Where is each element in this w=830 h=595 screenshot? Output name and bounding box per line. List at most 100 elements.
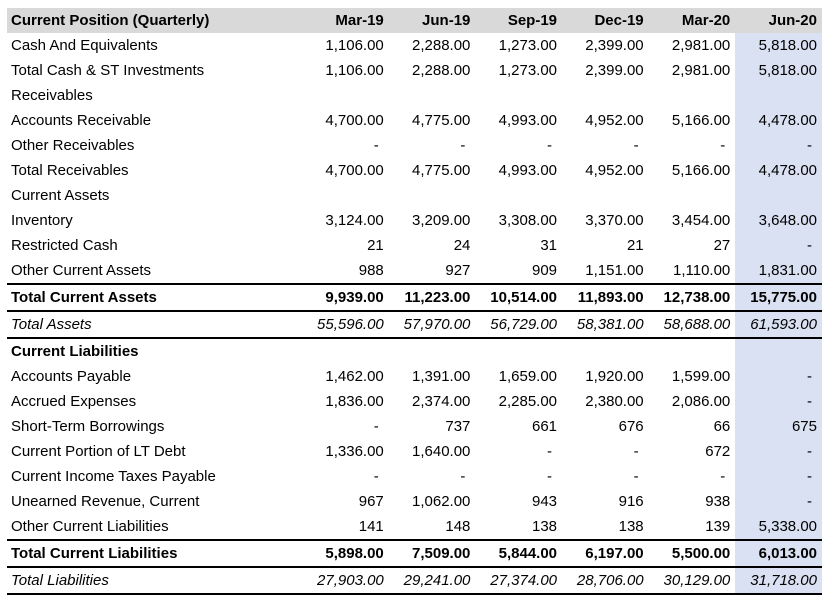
- cell-value: -: [460, 137, 466, 154]
- cell-value: -: [373, 418, 379, 435]
- header-row: Current Position (Quarterly) Mar-19 Jun-1…: [7, 8, 822, 33]
- cell-value: 1,640.00: [412, 443, 471, 460]
- cell-value: 3,124.00: [325, 212, 384, 229]
- cell-value: [475, 338, 562, 364]
- cell-value: 1,391.00: [412, 368, 471, 385]
- table-row: Unearned Revenue, Current 967 1,062.00 943 9…: [7, 489, 822, 514]
- cell-value: 2,981.00: [671, 37, 731, 54]
- cell-value: [562, 83, 649, 108]
- cell-value: 676: [618, 418, 644, 435]
- row-label: Short-Term Borrowings: [11, 418, 165, 435]
- row-label: Unearned Revenue, Current: [11, 493, 200, 510]
- cell-value: 31,718.00: [735, 567, 822, 595]
- table-row: Total Assets 55,596.00 57,970.00 56,729.00 5…: [7, 311, 822, 339]
- cell-value: 661: [532, 418, 558, 435]
- cell-value: [389, 183, 476, 208]
- cell-value: 3,370.00: [585, 212, 644, 229]
- cell-value: 58,688.00: [648, 311, 736, 339]
- cell-value: 1,831.00: [735, 258, 822, 284]
- row-label: Current Income Taxes Payable: [11, 468, 216, 485]
- table-row: Total Cash & ST Investments 1,106.00 2,288…: [7, 58, 822, 83]
- table-row: Receivables: [7, 83, 822, 108]
- cell-value: [389, 338, 476, 364]
- row-label: Total Assets: [7, 311, 303, 339]
- table-row: Current Income Taxes Payable - - - - - -: [7, 464, 822, 489]
- table-row: Other Current Assets 988 927 909 1,151.00 1,1…: [7, 258, 822, 284]
- cell-value: 4,775.00: [412, 162, 471, 179]
- cell-value: 2,399.00: [585, 37, 644, 54]
- cell-value: 27,903.00: [302, 567, 389, 595]
- cell-value: 55,596.00: [302, 311, 389, 339]
- cell-value: [649, 83, 736, 108]
- cell-value: 4,700.00: [325, 162, 384, 179]
- cell-value: 3,209.00: [412, 212, 471, 229]
- cell-value: [562, 338, 649, 364]
- cell-value: [302, 338, 389, 364]
- cell-value: 15,775.00: [735, 283, 822, 312]
- cell-value: 5,818.00: [735, 33, 822, 58]
- cell-value: 5,500.00: [648, 539, 736, 568]
- row-label: Restricted Cash: [11, 237, 118, 254]
- table-title: Current Position (Quarterly): [7, 8, 303, 33]
- row-label: Receivables: [11, 87, 93, 104]
- cell-value: 1,336.00: [325, 443, 384, 460]
- cell-value: 4,952.00: [585, 162, 644, 179]
- cell-value: -: [735, 464, 822, 489]
- cell-value: -: [735, 364, 822, 389]
- cell-value: 1,273.00: [498, 62, 558, 79]
- cell-value: -: [547, 443, 553, 460]
- table-row: Inventory 3,124.00 3,209.00 3,308.00 3,370.0…: [7, 208, 822, 233]
- row-label: Other Receivables: [11, 137, 135, 154]
- cell-value: [562, 183, 649, 208]
- cell-value: 938: [705, 493, 731, 510]
- cell-value: 1,836.00: [325, 393, 384, 410]
- cell-value: 2,288.00: [412, 37, 471, 54]
- cell-value: 4,775.00: [412, 112, 471, 129]
- table-row: Total Liabilities 27,903.00 29,241.00 27,37…: [7, 567, 822, 595]
- cell-value: 5,818.00: [735, 58, 822, 83]
- cell-value: 11,223.00: [388, 283, 476, 312]
- row-label: Accrued Expenses: [11, 393, 137, 410]
- table-row: Short-Term Borrowings - 737 661 676 66 675: [7, 414, 822, 439]
- cell-value: 1,920.00: [585, 368, 644, 385]
- cell-value: -: [735, 489, 822, 514]
- cell-value: -: [720, 468, 726, 485]
- cell-value: 1,659.00: [498, 368, 558, 385]
- cell-value: 138: [618, 518, 644, 535]
- table-body: Cash And Equivalents 1,106.00 2,288.00 1,27…: [7, 33, 822, 595]
- row-label: Total Current Liabilities: [7, 539, 303, 568]
- row-label: Other Current Liabilities: [11, 518, 169, 535]
- cell-value: [302, 83, 389, 108]
- row-label: Cash And Equivalents: [11, 37, 158, 54]
- row-label: Total Receivables: [11, 162, 129, 179]
- cell-value: 2,288.00: [412, 62, 471, 79]
- cell-value: 141: [358, 518, 384, 535]
- table-row: Total Current Assets 9,939.00 11,223.00 10,…: [7, 283, 822, 312]
- row-label: Inventory: [11, 212, 73, 229]
- cell-value: 4,478.00: [735, 108, 822, 133]
- cell-value: [475, 183, 562, 208]
- table-row: Restricted Cash 21 24 31 21 27-: [7, 233, 822, 258]
- cell-value: -: [547, 137, 553, 154]
- cell-value: -: [633, 468, 639, 485]
- column-header-mar-19: Mar-19: [302, 8, 389, 33]
- cell-value: 927: [445, 262, 471, 279]
- cell-value: 3,308.00: [498, 212, 558, 229]
- cell-value: 1,110.00: [673, 262, 731, 279]
- row-label: Accounts Receivable: [11, 112, 152, 129]
- cell-value: 5,898.00: [302, 539, 389, 568]
- cell-value: 61,593.00: [735, 311, 822, 339]
- cell-value: 10,514.00: [475, 283, 563, 312]
- cell-value: 909: [532, 262, 558, 279]
- cell-value: -: [735, 233, 822, 258]
- cell-value: 2,285.00: [498, 393, 558, 410]
- cell-value: 967: [358, 493, 384, 510]
- cell-value: 5,166.00: [671, 112, 731, 129]
- table-row: Accounts Payable 1,462.00 1,391.00 1,659.00…: [7, 364, 822, 389]
- table-row: Cash And Equivalents 1,106.00 2,288.00 1,27…: [7, 33, 822, 58]
- table-row: Current Portion of LT Debt 1,336.00 1,640.…: [7, 439, 822, 464]
- cell-value: -: [373, 137, 379, 154]
- cell-value: 675: [735, 414, 822, 439]
- cell-value: 5,338.00: [735, 514, 822, 540]
- cell-value: 1,599.00: [671, 368, 731, 385]
